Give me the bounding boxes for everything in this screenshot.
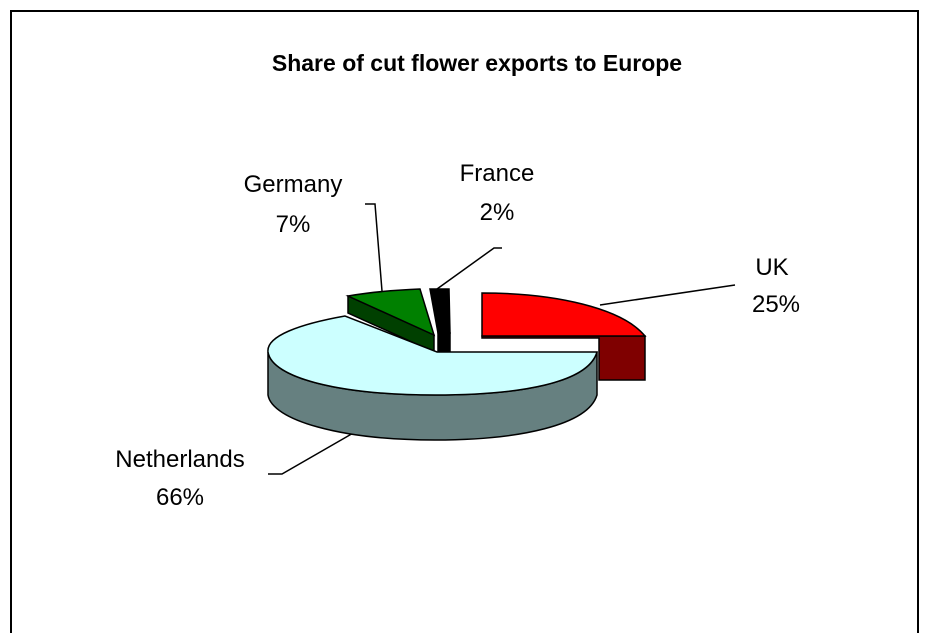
label-netherlands-value: 66% xyxy=(156,484,204,511)
pie-slice-uk xyxy=(481,292,647,381)
leader-line-uk xyxy=(599,284,736,306)
chart-title: Share of cut flower exports to Europe xyxy=(272,50,682,76)
label-germany-value: 7% xyxy=(276,211,311,238)
pie-slice-germany xyxy=(345,288,436,354)
pie-slice-netherlands-top xyxy=(267,315,599,396)
pie-slice-netherlands xyxy=(267,315,599,441)
label-germany-category: Germany xyxy=(244,171,343,198)
pie-slice-germany-top xyxy=(345,288,436,337)
label-netherlands-category: Netherlands xyxy=(115,446,244,473)
label-uk-category: UK xyxy=(755,254,788,281)
chart-frame xyxy=(10,10,919,633)
pie-slice-france-top xyxy=(429,288,451,334)
pie-slice-uk-top xyxy=(481,292,647,337)
label-france-value: 2% xyxy=(480,199,515,226)
leader-line-netherlands xyxy=(268,431,356,475)
label-uk-value: 25% xyxy=(752,291,800,318)
pie-slice-france-side xyxy=(437,332,451,352)
leader-line-france xyxy=(436,247,502,290)
pie-slice-france xyxy=(429,288,451,352)
label-france-category: France xyxy=(460,160,535,187)
leader-line-germany xyxy=(365,203,383,292)
